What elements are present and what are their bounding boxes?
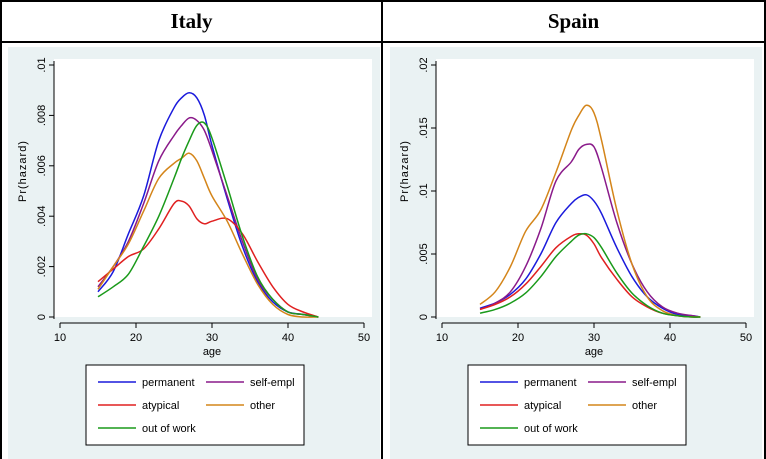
spain-legend-label: out of work [524, 423, 578, 435]
spain-y-tick-label: .01 [418, 183, 430, 198]
spain-series-self-empl [479, 143, 701, 318]
italy-x-tick-label: 10 [54, 332, 66, 344]
italy-series-out-of-work [97, 121, 319, 318]
header-italy: Italy [170, 8, 213, 33]
table-border-left [0, 0, 2, 459]
chart-spain: 0 .005 .01 .015 .02 10 20 30 40 50 age Pr(hazard) pe… [390, 47, 762, 459]
spain-x-tick-label: 40 [664, 332, 676, 344]
italy-y-axis-title: Pr(hazard) [17, 140, 29, 202]
italy-x-axis-title: age [203, 346, 221, 358]
column-divider [381, 0, 383, 459]
italy-series-permanent [97, 91, 319, 318]
header-divider [0, 41, 766, 43]
italy-x-tick-label: 30 [206, 332, 218, 344]
chart-italy: 0 .002 .004 .006 .008 .01 10 20 30 40 50 age Pr(haza… [8, 47, 380, 459]
spain-series-permanent [479, 193, 701, 318]
italy-y-tick-label: .006 [36, 155, 48, 176]
italy-x-tick-label: 20 [130, 332, 142, 344]
italy-series-other [97, 152, 319, 318]
italy-x-tick-label: 40 [282, 332, 294, 344]
table-border-right [764, 0, 766, 459]
spain-x-tick-label: 10 [436, 332, 448, 344]
italy-y-tick-label: .008 [36, 105, 48, 126]
spain-x-tick-label: 20 [512, 332, 524, 344]
italy-x-tick-label: 50 [358, 332, 370, 344]
spain-legend-label: permanent [524, 377, 577, 389]
spain-legend-label: other [632, 400, 657, 412]
italy-legend-label: out of work [142, 423, 196, 435]
spain-series-other [479, 104, 701, 318]
spain-x-tick-label: 50 [740, 332, 752, 344]
header-spain: Spain [547, 8, 600, 33]
italy-legend-label: other [250, 400, 275, 412]
spain-x-axis-title: age [585, 346, 603, 358]
spain-plot-area [436, 59, 754, 317]
italy-legend-label: self-empl [250, 377, 295, 389]
spain-legend-label: self-empl [632, 377, 677, 389]
spain-y-tick-label: 0 [418, 314, 430, 320]
spain-y-tick-label: .02 [418, 57, 430, 72]
spain-y-tick-label: .005 [418, 243, 430, 264]
spain-y-axis-title: Pr(hazard) [399, 140, 411, 202]
italy-y-tick-label: 0 [36, 314, 48, 320]
italy-y-tick-label: .004 [36, 205, 48, 226]
spain-y-tick-label: .015 [418, 117, 430, 138]
spain-x-tick-label: 30 [588, 332, 600, 344]
table-border-top [0, 0, 766, 2]
italy-y-tick-label: .002 [36, 256, 48, 277]
spain-series-out-of-work [479, 232, 701, 318]
italy-legend-label: permanent [142, 377, 195, 389]
spain-legend-label: atypical [524, 400, 561, 412]
italy-legend-label: atypical [142, 400, 179, 412]
italy-y-tick-label: .01 [36, 57, 48, 72]
